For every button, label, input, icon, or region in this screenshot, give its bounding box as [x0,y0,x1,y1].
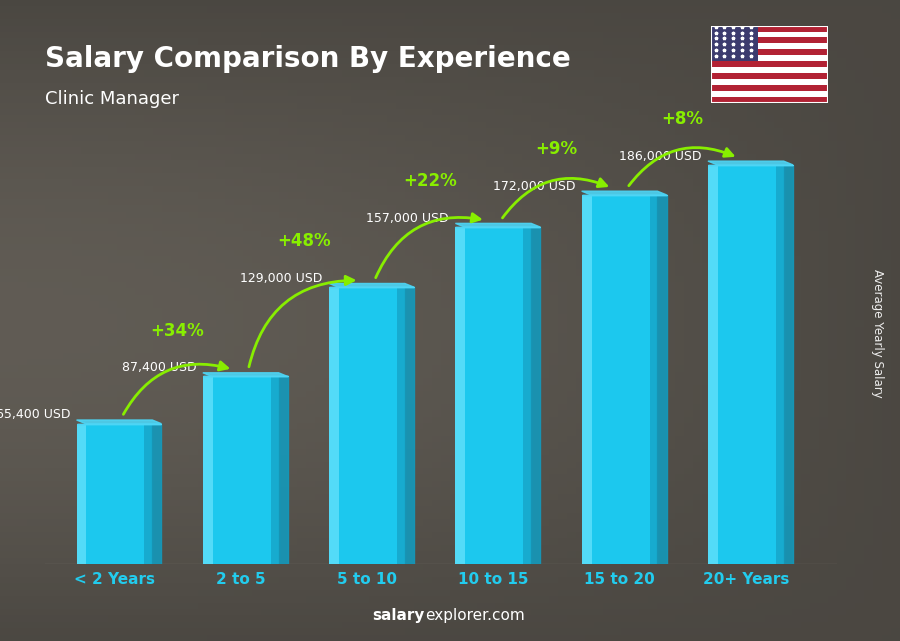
Bar [711,37,828,44]
Bar [455,227,531,564]
Text: Clinic Manager: Clinic Manager [45,90,179,108]
Text: +34%: +34% [150,322,204,340]
Bar [711,26,758,61]
Polygon shape [784,165,793,564]
Polygon shape [152,424,161,564]
Polygon shape [708,161,793,165]
Text: 129,000 USD: 129,000 USD [240,272,323,285]
Text: Salary Comparison By Experience: Salary Comparison By Experience [45,45,571,73]
Bar [202,376,212,564]
Bar [329,287,339,564]
Bar [708,165,784,564]
Bar [581,195,591,564]
Bar [271,376,279,564]
Bar [397,287,405,564]
Text: explorer.com: explorer.com [425,608,525,623]
Bar [711,73,828,79]
Bar [711,79,828,85]
Bar [523,227,531,564]
Bar [711,67,828,73]
Bar [711,26,828,31]
Bar [711,31,828,37]
Bar [711,49,828,55]
Text: +22%: +22% [403,172,457,190]
Polygon shape [329,283,414,287]
Text: +8%: +8% [662,110,704,128]
Text: +48%: +48% [277,232,330,250]
Text: 157,000 USD: 157,000 USD [366,212,449,225]
Bar [455,227,465,564]
Bar [76,424,152,564]
Text: 87,400 USD: 87,400 USD [122,361,196,374]
Bar [711,61,828,67]
Polygon shape [581,191,667,195]
Polygon shape [202,373,288,376]
Text: 65,400 USD: 65,400 USD [0,408,70,421]
Bar [145,424,152,564]
Polygon shape [531,227,540,564]
Polygon shape [405,287,414,564]
Bar [76,424,86,564]
Bar [581,195,657,564]
Bar [329,287,405,564]
Bar [711,85,828,91]
Bar [708,165,718,564]
Bar [776,165,784,564]
Polygon shape [657,195,667,564]
Bar [711,55,828,61]
Text: 172,000 USD: 172,000 USD [493,179,575,192]
Polygon shape [455,223,540,227]
Bar [650,195,657,564]
Bar [711,44,828,49]
Text: salary: salary [373,608,425,623]
Polygon shape [279,376,288,564]
Bar [202,376,279,564]
Text: Average Yearly Salary: Average Yearly Salary [871,269,884,397]
Text: 186,000 USD: 186,000 USD [619,149,702,163]
Bar [711,97,828,103]
Bar [711,91,828,97]
Text: +9%: +9% [536,140,578,158]
Polygon shape [76,420,161,424]
